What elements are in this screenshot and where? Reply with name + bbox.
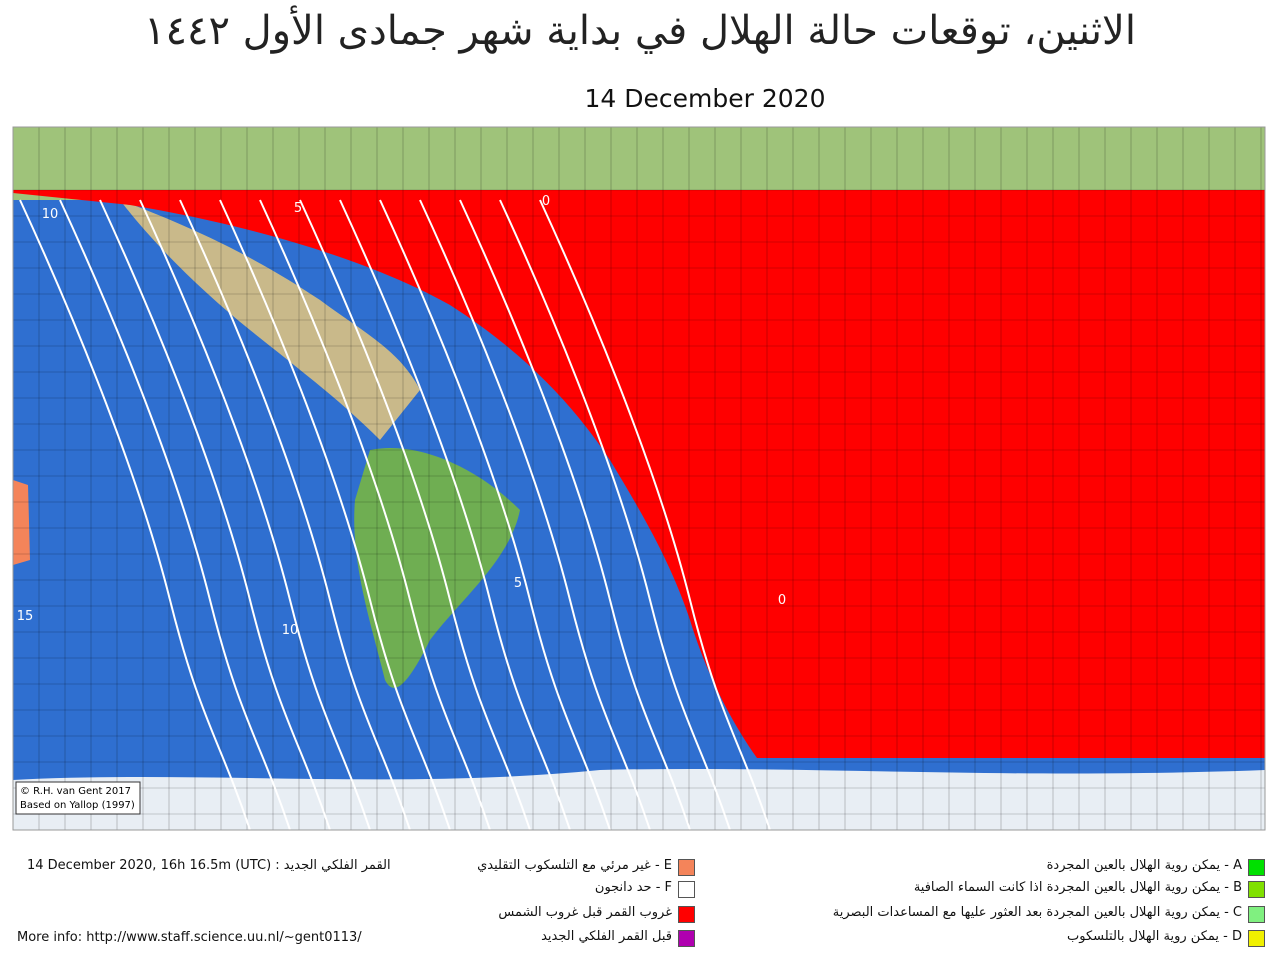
region-moonset-before-sunset bbox=[13, 190, 1265, 758]
contour-line bbox=[539, 199, 771, 830]
legend-label: A - يمكن روية الهلال بالعين المجردة bbox=[1046, 858, 1242, 873]
credit: Based on Yallop (1997) bbox=[20, 800, 135, 811]
legend-swatch bbox=[678, 881, 695, 898]
contour-line bbox=[59, 199, 291, 830]
legend-swatch bbox=[678, 859, 695, 876]
graticule bbox=[13, 127, 1265, 830]
contour-line bbox=[459, 199, 691, 830]
contour-line bbox=[419, 199, 651, 830]
contour-line bbox=[379, 199, 611, 830]
legend-label: قبل القمر الفلكي الجديد bbox=[541, 929, 672, 944]
credit-box bbox=[15, 781, 141, 815]
arctic-land bbox=[13, 127, 1265, 200]
contour-label: 0 bbox=[778, 593, 786, 608]
contour-label: 10 bbox=[42, 207, 59, 222]
credit: © R.H. van Gent 2017 bbox=[20, 786, 131, 797]
contour-label: 15 bbox=[17, 609, 34, 624]
contour-line bbox=[179, 199, 411, 830]
legend-label: E - غير مرئي مع التلسكوب التقليدي bbox=[477, 858, 672, 873]
contour-line bbox=[499, 199, 731, 830]
legend-swatch bbox=[1248, 859, 1265, 876]
legend-label: C - يمكن روية الهلال بالعين المجردة بعد … bbox=[832, 905, 1242, 920]
legend-swatch bbox=[678, 906, 695, 923]
contour-label: 0 bbox=[542, 194, 550, 209]
north-america bbox=[120, 200, 420, 440]
contour-line bbox=[19, 199, 251, 830]
new-moon: 14 December 2020, 16h 16.5m (UTC) : القم… bbox=[27, 858, 391, 873]
contour-line bbox=[299, 199, 531, 830]
region-e bbox=[13, 480, 30, 565]
contour-label: 5 bbox=[294, 201, 302, 216]
legend-swatch bbox=[1248, 881, 1265, 898]
legend-label: D - يمكن روية الهلال بالتلسكوب bbox=[1067, 929, 1242, 944]
map-frame bbox=[12, 126, 1266, 831]
contour-line bbox=[219, 199, 451, 830]
map: © R.H. van Gent 2017 Based on Yallop (19… bbox=[12, 126, 1266, 831]
contour-label: 5 bbox=[514, 576, 522, 591]
contour-line bbox=[139, 199, 371, 830]
contour-line bbox=[259, 199, 491, 830]
title: الاثنين، توقعات حالة الهلال في بداية شهر… bbox=[144, 8, 1136, 54]
legend-swatch bbox=[1248, 930, 1265, 947]
contour-line bbox=[339, 199, 571, 830]
more-info: More info: http://www.staff.science.uu.n… bbox=[17, 930, 362, 945]
legend-swatch bbox=[678, 930, 695, 947]
legend-swatch bbox=[1248, 906, 1265, 923]
legend-label: B - يمكن روية الهلال بالعين المجردة اذا … bbox=[913, 880, 1242, 895]
south-america bbox=[354, 448, 520, 688]
contour-label: 10 bbox=[282, 623, 299, 638]
contour-line bbox=[99, 199, 331, 830]
legend-label: غروب القمر قبل غروب الشمس bbox=[498, 905, 672, 920]
legend-label: F - حد دانجون bbox=[594, 880, 672, 895]
date: 14 December 2020 bbox=[584, 84, 826, 113]
contours bbox=[19, 199, 771, 830]
